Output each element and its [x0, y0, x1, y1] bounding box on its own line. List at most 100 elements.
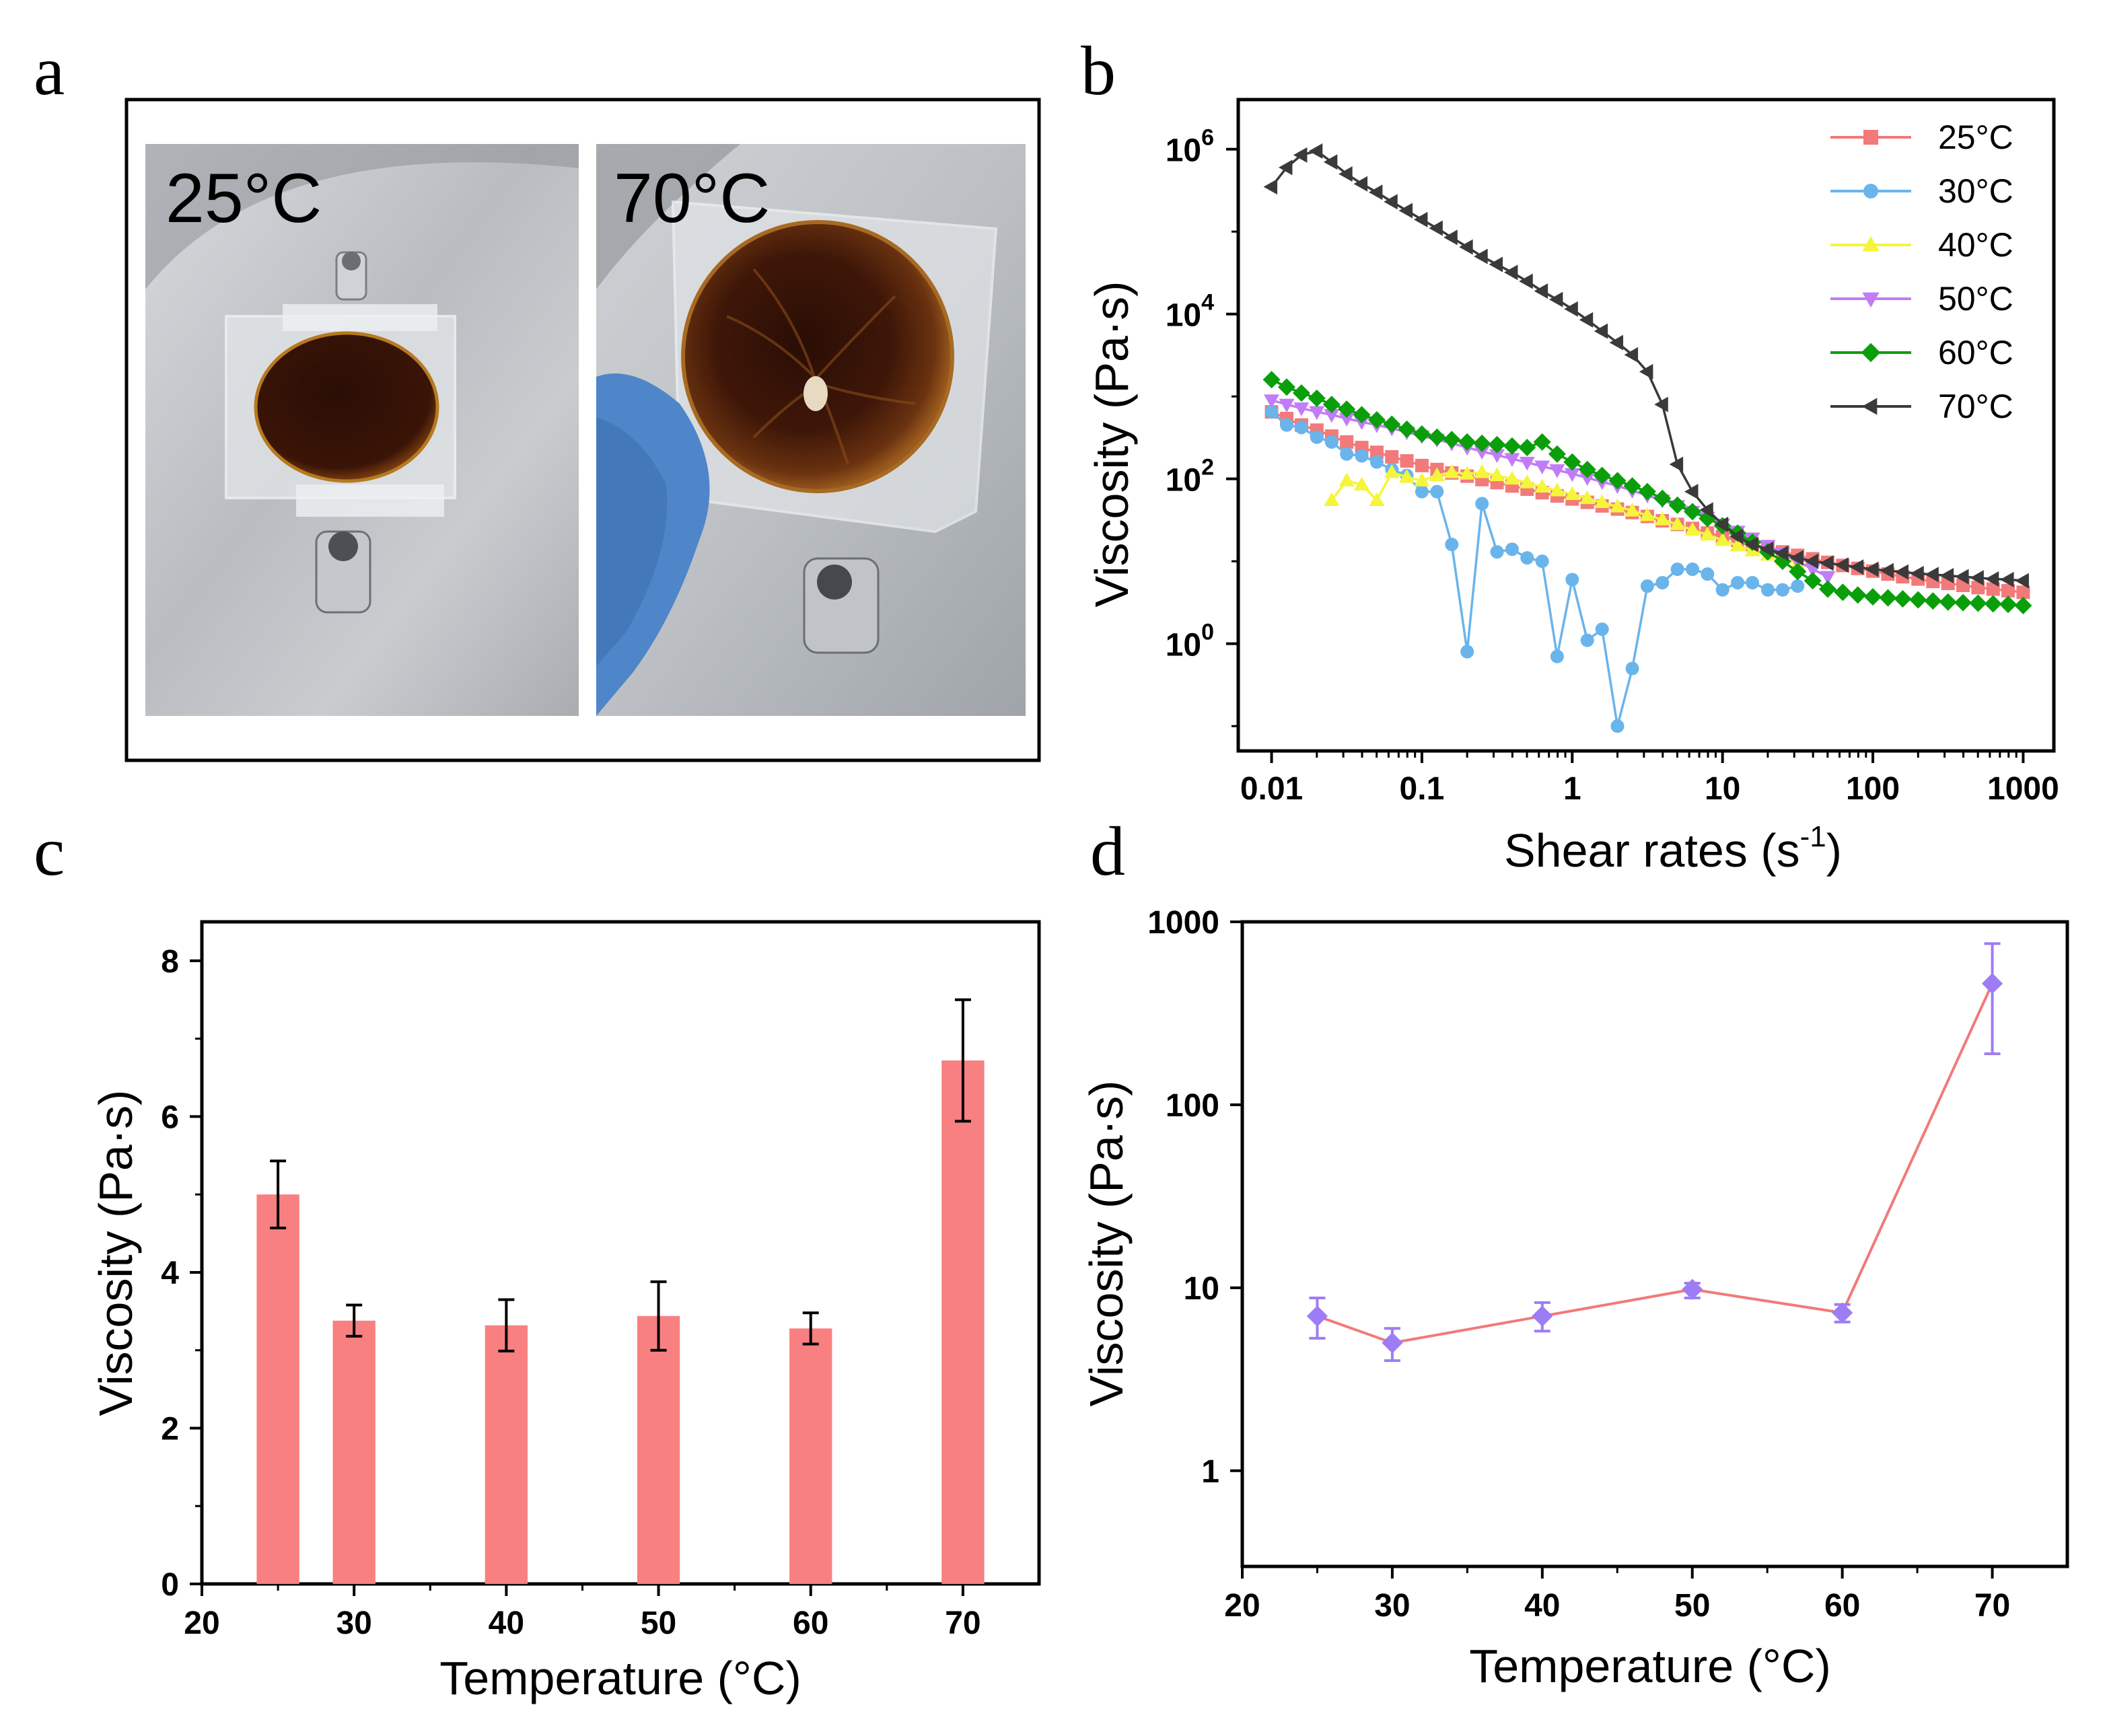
photo-25c-rim [145, 144, 579, 289]
b-data-point [1308, 389, 1326, 407]
photo-25c-screw-top [335, 251, 367, 301]
b-data-point [1292, 384, 1310, 402]
b-data-point [1834, 583, 1852, 602]
b-data-point [1789, 550, 1804, 566]
d-y-tick-label: 10 [1184, 1271, 1219, 1307]
b-data-point [1367, 410, 1386, 429]
b-data-point [1550, 649, 1564, 663]
b-data-point [1564, 468, 1580, 482]
b-data-point [1880, 563, 1894, 579]
b-data-point [1563, 453, 1581, 471]
b-data-point [1460, 645, 1474, 659]
b-data-point [2000, 571, 2014, 587]
b-legend-label: 60°C [1938, 334, 2013, 371]
panel-b-legend: 25°C 30°C 40°C 50°C 60°C 70°C [1830, 118, 2013, 425]
b-x-tick-label: 1 [1563, 771, 1581, 807]
panel-c-bars [256, 998, 985, 1584]
b-data-point [1760, 583, 1775, 597]
b-data-point [1654, 396, 1668, 412]
panel-a: a [34, 32, 1041, 762]
d-data-point [1382, 1332, 1403, 1354]
b-data-point [1398, 420, 1416, 438]
b-data-point [1609, 334, 1624, 351]
b-y-tick-label: 100 [1166, 620, 1214, 663]
b-y-tick-exp: 0 [1201, 620, 1214, 645]
b-data-point [2015, 573, 2029, 589]
b-data-point [1369, 455, 1384, 469]
b-data-point [1820, 571, 1836, 585]
b-series-70°C [1263, 143, 2029, 589]
photo-70c-screw [803, 557, 880, 654]
b-data-point [1970, 570, 1984, 586]
b-data-point [1625, 661, 1639, 676]
b-data-point [1653, 489, 1672, 507]
d-x-tick-label: 50 [1674, 1588, 1710, 1624]
b-data-point [1443, 229, 1458, 246]
d-series-line [1316, 982, 1994, 1344]
panel-c: c 20 30 40 50 60 70 0 2 4 6 8 Viscosity (Pa·s) Tem… [34, 813, 1041, 1704]
b-data-point [1443, 431, 1461, 449]
b-data-point [1939, 593, 1957, 611]
panel-c-ylabel: Viscosity (Pa·s) [90, 1090, 142, 1416]
b-data-point [1369, 445, 1384, 460]
b-data-point [1849, 559, 1864, 575]
b-data-point [1322, 396, 1341, 414]
b-legend-marker [1861, 342, 1881, 363]
d-data-point [1832, 1302, 1853, 1324]
c-bar [485, 1325, 528, 1584]
b-y-tick-label: 106 [1166, 125, 1214, 169]
b-data-point [1459, 239, 1473, 255]
b-data-point [1353, 406, 1371, 424]
b-data-point [1624, 347, 1639, 363]
b-data-point [1520, 551, 1534, 565]
b-legend-marker [1862, 236, 1880, 252]
b-data-point [1458, 433, 1476, 451]
b-y-tick-exp: 6 [1201, 125, 1214, 151]
b-data-point [1578, 460, 1596, 478]
b-data-point [1429, 467, 1445, 482]
b-data-point [1384, 464, 1400, 478]
b-x-tick-label: 0.01 [1240, 771, 1303, 807]
b-data-point [1670, 563, 1684, 577]
b-data-point [1638, 482, 1656, 501]
panel-d-series [1306, 942, 2003, 1363]
b-data-point [1759, 541, 1774, 557]
b-y-tick-label: 102 [1166, 455, 1214, 499]
b-data-point [2001, 583, 2015, 598]
b-data-point [1579, 312, 1594, 328]
b-data-point [1894, 590, 1912, 608]
photo-25c: 25°C [145, 144, 579, 716]
photo-25c-label: 25°C [166, 159, 322, 238]
photo-25c-resin-sample [254, 331, 439, 483]
b-data-point [1731, 575, 1745, 589]
b-data-point [1910, 565, 1924, 581]
b-y-tick-label: 104 [1166, 290, 1214, 334]
b-legend-label: 70°C [1938, 388, 2013, 425]
b-data-point [1355, 449, 1369, 463]
b-data-point [1699, 502, 1713, 518]
b-data-point [2016, 585, 2030, 600]
b-data-point [1534, 460, 1550, 475]
b-data-point [1564, 301, 1578, 317]
b-legend-marker [1861, 398, 1878, 415]
photo-25c-tape-top [283, 304, 437, 331]
b-data-point [1594, 494, 1610, 508]
b-data-point [1804, 572, 1822, 590]
b-data-point [1519, 456, 1535, 471]
b-data-point [1429, 220, 1443, 236]
b-data-point [1639, 363, 1653, 379]
b-data-point [1685, 563, 1699, 577]
panel-c-plot-frame [200, 920, 1041, 1586]
b-data-point [1503, 264, 1518, 281]
b-data-point [1264, 394, 1280, 408]
b-legend-label: 25°C [1938, 118, 2013, 156]
b-data-point [1413, 425, 1431, 443]
b-data-point [1489, 449, 1505, 464]
b-data-point [1670, 516, 1686, 530]
b-data-point [1865, 561, 1879, 577]
b-data-point [1443, 464, 1460, 478]
b-data-point [1324, 408, 1340, 423]
b-legend-marker [1862, 292, 1880, 308]
b-data-point [1414, 472, 1430, 486]
